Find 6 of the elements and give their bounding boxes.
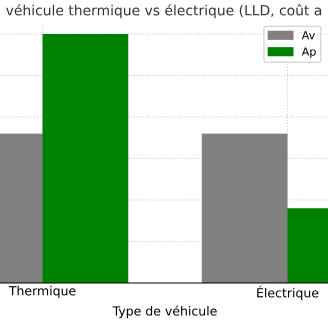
chart-title: véhicule thermique vs électrique (LLD, coût a	[6, 4, 322, 18]
x-tick-label: Électrique	[257, 286, 318, 300]
legend-label: Ap	[302, 47, 316, 58]
x-tick-label: Thermique	[8, 286, 76, 298]
x-axis-title: Type de véhicule	[112, 305, 217, 318]
legend-label: Av	[302, 31, 315, 40]
